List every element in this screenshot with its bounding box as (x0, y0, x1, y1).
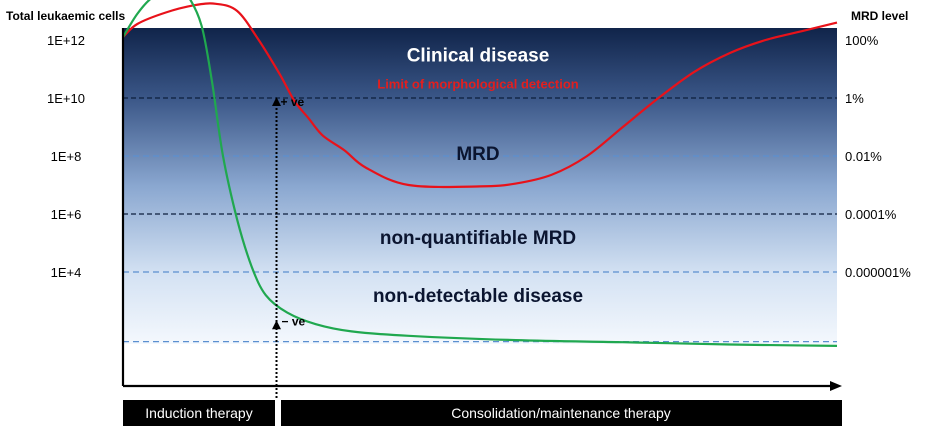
arrow-up-icon (272, 97, 282, 106)
left-ticks: 1E+12 1E+10 1E+8 1E+6 1E+4 (47, 33, 85, 280)
zone-non-quantifiable-mrd: non-quantifiable MRD (380, 228, 576, 249)
positive-marker-label: + ve (281, 95, 305, 109)
right-axis-title: MRD level (851, 9, 908, 23)
x-axis-arrow-icon (830, 381, 842, 391)
left-tick-label: 1E+10 (47, 91, 85, 106)
right-tick-label: 0.000001% (845, 265, 911, 280)
left-tick-label: 1E+4 (51, 265, 82, 280)
limit-of-detection-label: Limit of morphological detection (377, 77, 579, 92)
zone-clinical-disease: Clinical disease (407, 46, 550, 67)
left-tick-label: 1E+6 (51, 207, 82, 222)
negative-marker-label: − ve (282, 314, 306, 328)
right-tick-label: 1% (845, 91, 864, 106)
threshold-lines (123, 97, 837, 343)
series-remission-line (122, 0, 838, 347)
series-relapse-line (122, 2, 838, 189)
right-ticks: 100% 1% 0.01% 0.0001% 0.000001% (845, 33, 911, 280)
right-tick-label: 0.01% (845, 149, 882, 164)
phase-induction-label: Induction therapy (145, 405, 252, 421)
right-tick-label: 0.0001% (845, 207, 897, 222)
zone-mrd: MRD (456, 144, 499, 165)
phase-induction-bar (123, 400, 275, 426)
left-axis-title: Total leukaemic cells (6, 9, 125, 23)
left-tick-label: 1E+12 (47, 33, 85, 48)
arrow-up-icon (272, 320, 282, 330)
phase-consolidation-label: Consolidation/maintenance therapy (451, 405, 670, 421)
right-tick-label: 100% (845, 33, 879, 48)
zone-non-detectable-disease: non-detectable disease (373, 286, 583, 307)
phase-consolidation-bar (281, 400, 842, 426)
left-tick-label: 1E+8 (51, 149, 82, 164)
